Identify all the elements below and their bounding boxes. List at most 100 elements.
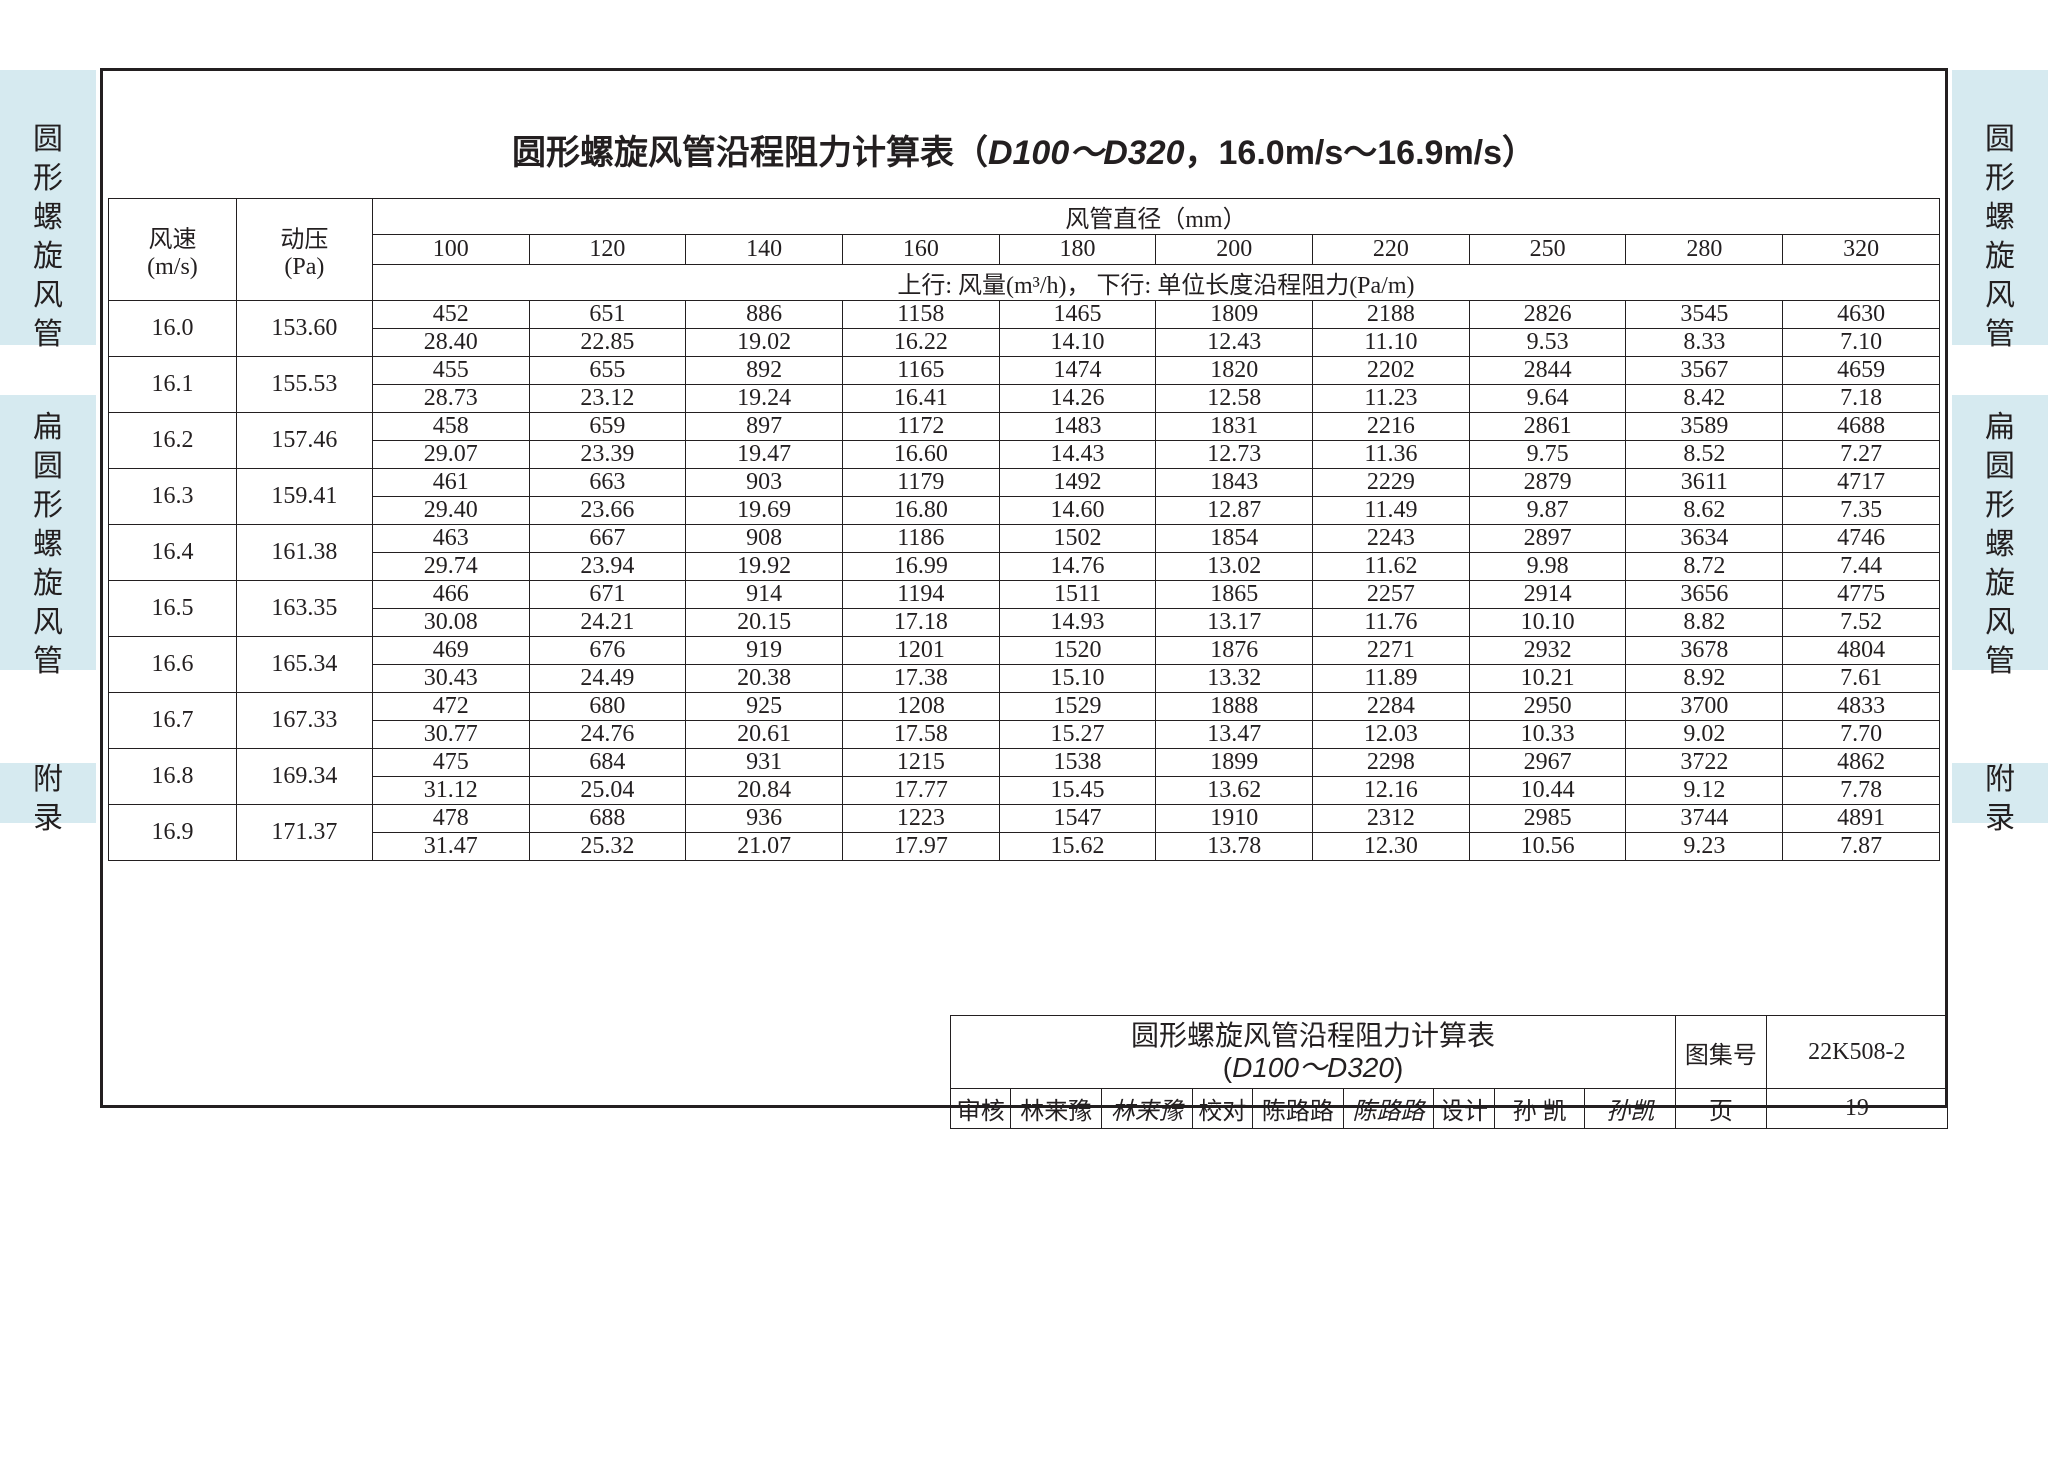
cell-flow-6-5: 1876 [1156, 637, 1313, 665]
cell-flow-6-4: 1520 [999, 637, 1156, 665]
cell-resist-2-7: 9.75 [1469, 441, 1626, 469]
cell-resist-0-7: 9.53 [1469, 329, 1626, 357]
tb-book-value: 22K508-2 [1766, 1016, 1947, 1089]
cell-resist-7-1: 24.76 [529, 721, 686, 749]
cell-velocity-9: 16.9 [109, 805, 237, 861]
cell-resist-1-2: 19.24 [686, 385, 843, 413]
cell-resist-8-9: 7.78 [1783, 777, 1940, 805]
tb-page-value: 19 [1766, 1089, 1947, 1129]
cell-resist-5-2: 20.15 [686, 609, 843, 637]
left-tab-2-label: 扁圆形螺旋风管 [0, 408, 96, 681]
cell-resist-2-4: 14.43 [999, 441, 1156, 469]
cell-flow-9-7: 2985 [1469, 805, 1626, 833]
cell-flow-7-1: 680 [529, 693, 686, 721]
cell-resist-9-5: 13.78 [1156, 833, 1313, 861]
left-tab-1-label: 圆形螺旋风管 [0, 120, 96, 354]
cell-resist-5-8: 8.82 [1626, 609, 1783, 637]
cell-flow-9-4: 1547 [999, 805, 1156, 833]
cell-flow-7-7: 2950 [1469, 693, 1626, 721]
cell-flow-8-6: 2298 [1313, 749, 1470, 777]
cell-flow-0-6: 2188 [1313, 301, 1470, 329]
cell-pressure-6: 165.34 [236, 637, 372, 693]
cell-resist-2-8: 8.52 [1626, 441, 1783, 469]
cell-flow-8-9: 4862 [1783, 749, 1940, 777]
header-subheader: 上行: 风量(m³/h)， 下行: 单位长度沿程阻力(Pa/m) [372, 265, 1939, 301]
cell-resist-7-0: 30.77 [372, 721, 529, 749]
cell-flow-5-6: 2257 [1313, 581, 1470, 609]
cell-resist-1-4: 14.26 [999, 385, 1156, 413]
cell-resist-7-4: 15.27 [999, 721, 1156, 749]
cell-flow-4-6: 2243 [1313, 525, 1470, 553]
header-diameter-160: 160 [842, 235, 999, 265]
cell-resist-1-6: 11.23 [1313, 385, 1470, 413]
cell-resist-7-9: 7.70 [1783, 721, 1940, 749]
right-tab-1-label: 圆形螺旋风管 [1952, 120, 2048, 354]
cell-flow-9-1: 688 [529, 805, 686, 833]
cell-flow-4-9: 4746 [1783, 525, 1940, 553]
header-diameter-120: 120 [529, 235, 686, 265]
cell-resist-9-4: 15.62 [999, 833, 1156, 861]
cell-resist-0-4: 14.10 [999, 329, 1156, 357]
cell-resist-9-1: 25.32 [529, 833, 686, 861]
cell-resist-4-6: 11.62 [1313, 553, 1470, 581]
cell-resist-2-5: 12.73 [1156, 441, 1313, 469]
cell-pressure-4: 161.38 [236, 525, 372, 581]
cell-flow-6-7: 2932 [1469, 637, 1626, 665]
table-body: 16.0153.60452651886115814651809218828263… [109, 301, 1940, 861]
cell-velocity-1: 16.1 [109, 357, 237, 413]
header-diameter-280: 280 [1626, 235, 1783, 265]
cell-flow-5-4: 1511 [999, 581, 1156, 609]
cell-flow-0-1: 651 [529, 301, 686, 329]
cell-resist-0-3: 16.22 [842, 329, 999, 357]
cell-resist-2-1: 23.39 [529, 441, 686, 469]
cell-flow-3-5: 1843 [1156, 469, 1313, 497]
cell-flow-2-8: 3589 [1626, 413, 1783, 441]
cell-flow-3-8: 3611 [1626, 469, 1783, 497]
cell-resist-4-3: 16.99 [842, 553, 999, 581]
cell-flow-6-3: 1201 [842, 637, 999, 665]
cell-flow-0-3: 1158 [842, 301, 999, 329]
tb-book-label: 图集号 [1676, 1016, 1767, 1089]
cell-resist-3-9: 7.35 [1783, 497, 1940, 525]
cell-flow-1-1: 655 [529, 357, 686, 385]
cell-flow-6-6: 2271 [1313, 637, 1470, 665]
cell-resist-1-9: 7.18 [1783, 385, 1940, 413]
cell-flow-1-0: 455 [372, 357, 529, 385]
cell-resist-8-6: 12.16 [1313, 777, 1470, 805]
cell-flow-1-4: 1474 [999, 357, 1156, 385]
cell-pressure-8: 169.34 [236, 749, 372, 805]
cell-resist-6-0: 30.43 [372, 665, 529, 693]
cell-flow-6-0: 469 [372, 637, 529, 665]
cell-resist-0-0: 28.40 [372, 329, 529, 357]
cell-resist-2-3: 16.60 [842, 441, 999, 469]
cell-resist-5-4: 14.93 [999, 609, 1156, 637]
cell-flow-7-0: 472 [372, 693, 529, 721]
cell-resist-5-5: 13.17 [1156, 609, 1313, 637]
cell-flow-7-9: 4833 [1783, 693, 1940, 721]
cell-flow-9-8: 3744 [1626, 805, 1783, 833]
cell-resist-7-6: 12.03 [1313, 721, 1470, 749]
cell-flow-5-9: 4775 [1783, 581, 1940, 609]
table-title: 圆形螺旋风管沿程阻力计算表（D100～D320，16.0m/s～16.9m/s） [100, 125, 1948, 174]
cell-flow-4-7: 2897 [1469, 525, 1626, 553]
cell-flow-8-0: 475 [372, 749, 529, 777]
tb-design-sig: 孙凯 [1585, 1089, 1676, 1129]
table-head: 风速(m/s) 动压(Pa) 风管直径（mm） 1001201401601802… [109, 199, 1940, 301]
right-tab-3-label: 附录 [1952, 760, 2048, 838]
cell-resist-7-3: 17.58 [842, 721, 999, 749]
cell-resist-6-7: 10.21 [1469, 665, 1626, 693]
cell-resist-6-9: 7.61 [1783, 665, 1940, 693]
cell-velocity-0: 16.0 [109, 301, 237, 357]
cell-flow-3-0: 461 [372, 469, 529, 497]
cell-flow-4-8: 3634 [1626, 525, 1783, 553]
cell-flow-5-3: 1194 [842, 581, 999, 609]
cell-flow-5-7: 2914 [1469, 581, 1626, 609]
cell-flow-6-2: 919 [686, 637, 843, 665]
header-diameter-row: 100120140160180200220250280320 [109, 235, 1940, 265]
cell-resist-8-3: 17.77 [842, 777, 999, 805]
cell-resist-1-0: 28.73 [372, 385, 529, 413]
cell-resist-3-7: 9.87 [1469, 497, 1626, 525]
tb-design-label: 设计 [1434, 1089, 1494, 1129]
cell-flow-1-2: 892 [686, 357, 843, 385]
cell-flow-2-1: 659 [529, 413, 686, 441]
